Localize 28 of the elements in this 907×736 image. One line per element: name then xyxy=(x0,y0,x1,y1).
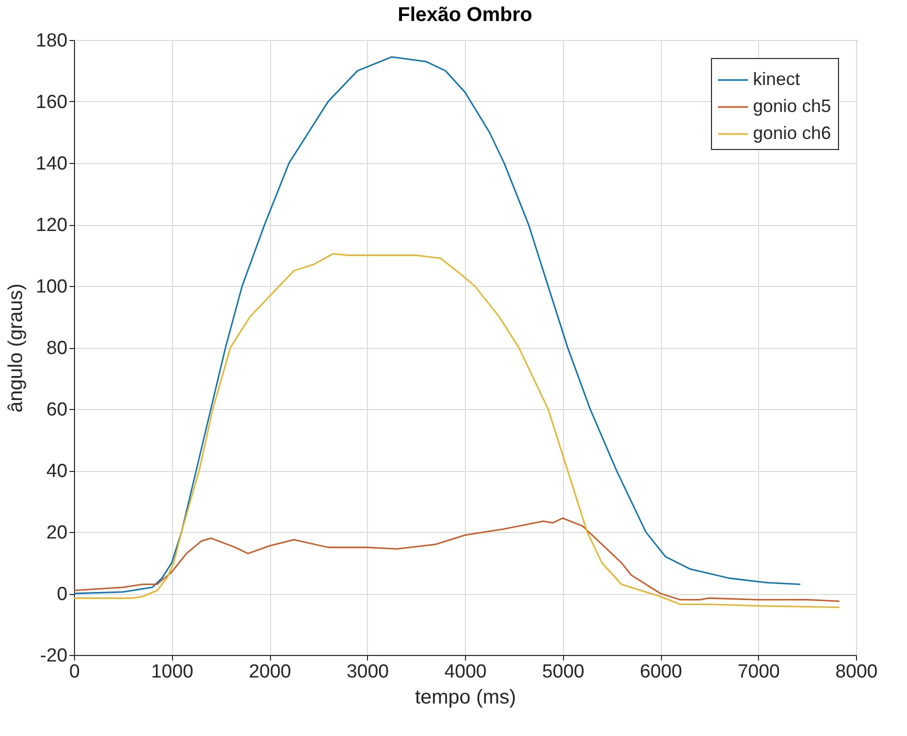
y-tick-label: 160 xyxy=(36,92,68,113)
x-tick-label: 6000 xyxy=(640,662,682,682)
x-tick-label: 1000 xyxy=(151,662,194,682)
x-tick-label: 4000 xyxy=(444,662,487,682)
legend-label: gonio ch6 xyxy=(753,123,832,143)
legend-label: gonio ch5 xyxy=(753,96,832,116)
legend-label: kinect xyxy=(753,69,800,89)
y-tick-label: 60 xyxy=(46,400,68,420)
x-tick-label: 3000 xyxy=(346,662,389,682)
line-series xyxy=(74,253,840,608)
y-tick-label: 40 xyxy=(46,461,68,482)
line-series xyxy=(74,56,801,594)
x-axis-title: tempo (ms) xyxy=(414,686,516,708)
x-tick-label: 2000 xyxy=(248,662,292,682)
line-series xyxy=(74,517,840,602)
y-axis-title: ângulo (graus) xyxy=(4,284,27,412)
y-tick-label: 20 xyxy=(46,522,68,544)
y-tick-label: 80 xyxy=(46,338,68,359)
y-tick-label: 120 xyxy=(36,215,68,236)
y-tick-label: 180 xyxy=(36,30,68,52)
chart-title: Flexão Ombro xyxy=(398,4,532,26)
x-tick-label: 5000 xyxy=(542,662,584,682)
x-tick-label: 7000 xyxy=(738,662,780,682)
y-tick-label: -20 xyxy=(40,646,68,666)
y-tick-label: 100 xyxy=(36,276,68,298)
x-tick-label: 8000 xyxy=(835,662,878,682)
y-tick-label: 140 xyxy=(36,154,68,174)
y-tick-label: 0 xyxy=(56,584,68,605)
